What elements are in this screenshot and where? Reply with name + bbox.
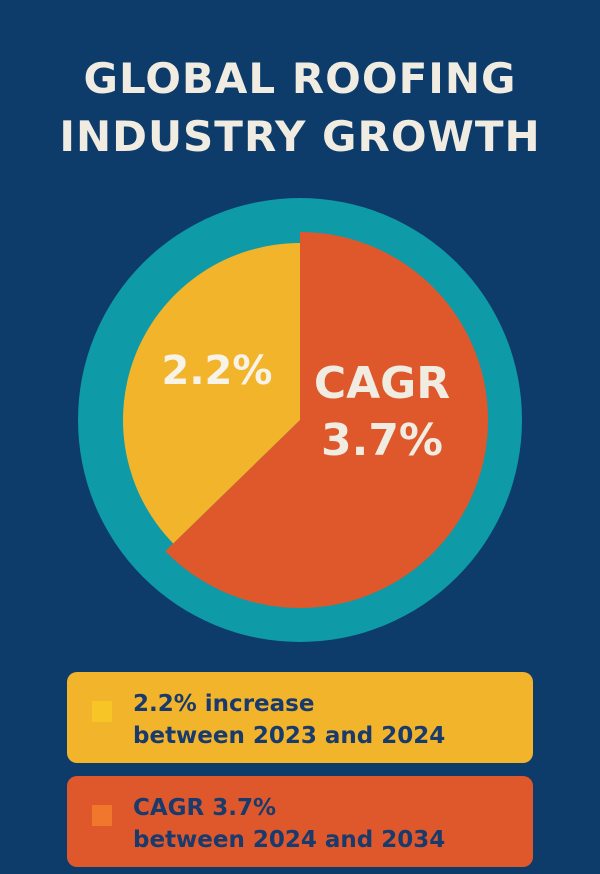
legend-text-line1: CAGR 3.7% (133, 795, 277, 821)
pie-slice-cagr (165, 232, 488, 608)
slice-label-cagr-line1: CAGR (314, 358, 450, 409)
legend-swatch-yellow (92, 701, 112, 722)
legend-text-line1: 2.2% increase (133, 691, 315, 717)
legend-item-increase: 2.2% increase between 2023 and 2024 (67, 672, 533, 763)
legend-swatch-orange (92, 805, 112, 826)
title-line-1: GLOBAL ROOFING (83, 54, 517, 103)
chart-title: GLOBAL ROOFING INDUSTRY GROWTH (0, 50, 600, 166)
legend-text-line2: between 2023 and 2024 (133, 723, 446, 749)
pie-slice-increase (123, 243, 300, 544)
pie-chart: 2.2% CAGR 3.7% (78, 198, 522, 642)
title-line-2: INDUSTRY GROWTH (59, 112, 541, 161)
slice-label-cagr-line2: 3.7% (321, 415, 443, 466)
slice-label-increase: 2.2% (162, 348, 273, 394)
legend-text-line2: between 2024 and 2034 (133, 827, 446, 853)
legend-item-cagr: CAGR 3.7% between 2024 and 2034 (67, 776, 533, 867)
